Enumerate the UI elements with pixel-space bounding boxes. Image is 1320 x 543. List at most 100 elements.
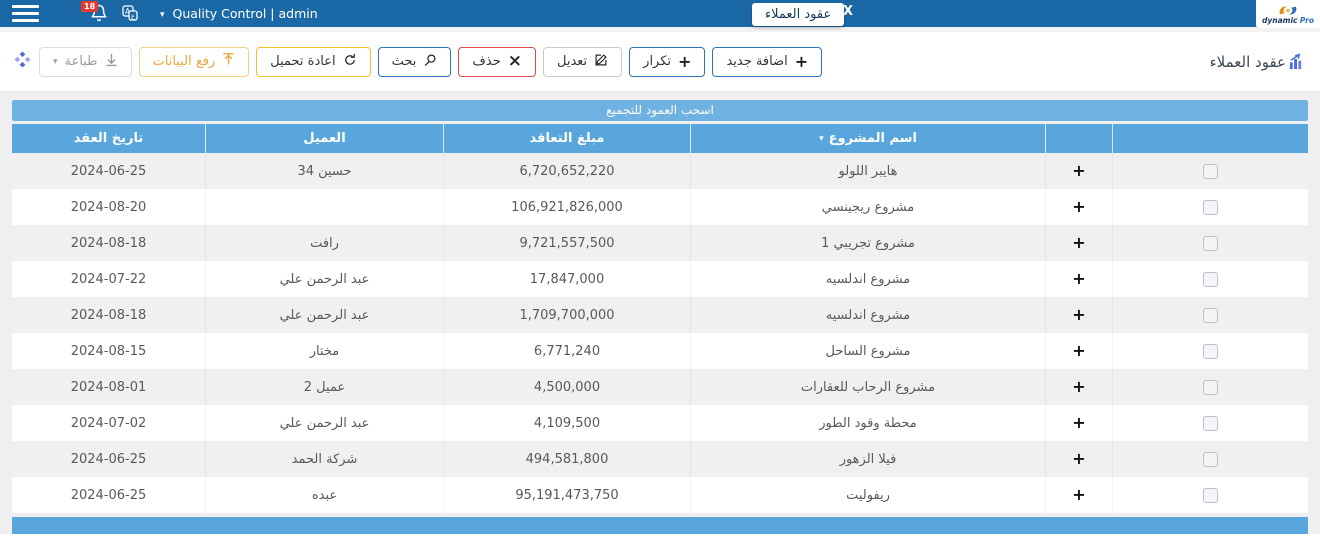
notification-badge: 18 bbox=[81, 1, 99, 12]
row-checkbox[interactable] bbox=[1203, 271, 1218, 287]
sort-caret-icon: ▾ bbox=[819, 133, 824, 144]
row-expand-button[interactable]: + bbox=[1072, 161, 1086, 180]
delete-button[interactable]: × حذف bbox=[458, 46, 536, 77]
print-dropdown-button[interactable]: طباعة ▾ bbox=[39, 46, 132, 77]
header-contract-date[interactable]: تاريخ العقد bbox=[73, 131, 144, 146]
row-expand-button[interactable]: + bbox=[1072, 377, 1086, 396]
add-new-button[interactable]: + اضافة جديد bbox=[712, 46, 823, 77]
cell-project-name: هايبر اللولو bbox=[690, 153, 1045, 189]
language-switch-icon[interactable]: A ع bbox=[122, 5, 138, 25]
cell-contract-amount: 95,191,473,750 bbox=[443, 477, 690, 513]
cell-project-name: مشروع تجريبي 1 bbox=[690, 225, 1045, 261]
row-checkbox-cell bbox=[1112, 261, 1308, 297]
cell-project-name: ريفوليت bbox=[690, 477, 1045, 513]
table-row[interactable]: + مشروع تجريبي 1 9,721,557,500 رافت 2024-08-… bbox=[12, 225, 1308, 261]
toolbar-buttons: + اضافة جديد + تكرار تعديل × حذف bbox=[39, 46, 823, 77]
duplicate-button[interactable]: + تكرار bbox=[629, 46, 706, 77]
cell-project-name: مشروع اندلسيه bbox=[690, 261, 1045, 297]
header-divider-strip bbox=[0, 27, 1320, 32]
group-by-drop-zone[interactable]: اسحب العمود للتجميع bbox=[12, 100, 1308, 121]
row-checkbox-cell bbox=[1112, 297, 1308, 333]
cell-contract-amount: 494,581,800 bbox=[443, 441, 690, 477]
cell-project-name: مشروع اندلسيه bbox=[690, 297, 1045, 333]
table-row[interactable]: + فيلا الزهور 494,581,800 شركة الحمد 2024-06… bbox=[12, 441, 1308, 477]
cell-project-name: محطة وقود الطور bbox=[690, 405, 1045, 441]
row-checkbox[interactable] bbox=[1203, 487, 1218, 503]
row-expand-button[interactable]: + bbox=[1072, 197, 1086, 216]
header-contract-amount[interactable]: مبلغ التعاقد bbox=[443, 124, 690, 153]
cell-contract-date: 2024-07-22 bbox=[70, 271, 147, 287]
row-checkbox[interactable] bbox=[1203, 451, 1218, 467]
cell-contract-date: 2024-08-20 bbox=[70, 199, 147, 215]
row-expand-cell: + bbox=[1045, 441, 1112, 477]
row-expand-button[interactable]: + bbox=[1072, 233, 1086, 252]
row-expand-button[interactable]: + bbox=[1072, 305, 1086, 324]
cell-contract-amount: 9,721,557,500 bbox=[443, 225, 690, 261]
cell-contract-amount: 4,109,500 bbox=[443, 405, 690, 441]
row-checkbox[interactable] bbox=[1203, 199, 1218, 215]
row-expand-button[interactable]: + bbox=[1072, 269, 1086, 288]
table-row[interactable]: + مشروع الساحل 6,771,240 مختار 2024-08-15 bbox=[12, 333, 1308, 369]
user-account-dropdown[interactable]: ▾ Quality Control | admin bbox=[160, 6, 318, 21]
table-row[interactable]: + ريفوليت 95,191,473,750 عبده 2024-06-25 bbox=[12, 477, 1308, 513]
table-row[interactable]: + مشروع ريجينسي 106,921,826,000 2024-08-20 bbox=[12, 189, 1308, 225]
bell-icon[interactable] bbox=[90, 4, 108, 26]
plus-icon: + bbox=[678, 51, 692, 71]
row-expand-button[interactable]: + bbox=[1072, 485, 1086, 504]
row-expand-cell: + bbox=[1045, 153, 1112, 189]
row-expand-cell: + bbox=[1045, 297, 1112, 333]
row-checkbox-cell bbox=[1112, 405, 1308, 441]
svg-text:A: A bbox=[125, 7, 131, 16]
row-checkbox[interactable] bbox=[1203, 163, 1218, 179]
cell-contract-date: 2024-08-18 bbox=[70, 307, 147, 323]
table-body: + هايبر اللولو 6,720,652,220 حسين 34 2024-06… bbox=[12, 153, 1308, 513]
table-row[interactable]: + هايبر اللولو 6,720,652,220 حسين 34 2024-06… bbox=[12, 153, 1308, 189]
dynamic-pro-logo-icon bbox=[1279, 6, 1297, 14]
upload-data-button[interactable]: رفع البيانات bbox=[138, 46, 250, 77]
top-navigation-bar: 18 A ع ▾ Quality Control | admin عقود ال… bbox=[0, 0, 1320, 28]
app-logo: dynamic Pro bbox=[1256, 0, 1320, 28]
header-checkbox-column bbox=[1112, 124, 1308, 153]
row-checkbox[interactable] bbox=[1203, 307, 1218, 323]
svg-text:ع: ع bbox=[131, 12, 135, 20]
table-row[interactable]: + محطة وقود الطور 4,109,500 عبد الرحمن علي 2… bbox=[12, 405, 1308, 441]
row-expand-button[interactable]: + bbox=[1072, 413, 1086, 432]
header-client[interactable]: العميل bbox=[205, 124, 443, 153]
row-checkbox[interactable] bbox=[1203, 379, 1218, 395]
cell-contract-date: 2024-06-25 bbox=[70, 451, 147, 467]
tab-close-icon[interactable]: X bbox=[843, 4, 854, 19]
reload-button[interactable]: اعادة تحميل bbox=[256, 46, 371, 77]
cell-contract-date: 2024-08-01 bbox=[70, 379, 147, 395]
table-footer-bar bbox=[12, 517, 1308, 534]
cell-client: عبد الرحمن علي bbox=[205, 297, 443, 333]
row-expand-button[interactable]: + bbox=[1072, 449, 1086, 468]
row-checkbox[interactable] bbox=[1203, 235, 1218, 251]
tab-contracts[interactable]: عقود العملاء bbox=[752, 3, 845, 26]
table-header-row: اسم المشروع ▾ مبلغ التعاقد العميل تاريخ … bbox=[12, 124, 1308, 153]
chevron-down-icon: ▾ bbox=[53, 56, 58, 67]
header-project-name[interactable]: اسم المشروع ▾ bbox=[690, 124, 1045, 153]
row-checkbox[interactable] bbox=[1203, 415, 1218, 431]
move-handle-icon[interactable] bbox=[14, 51, 31, 72]
row-expand-button[interactable]: + bbox=[1072, 341, 1086, 360]
plus-icon: + bbox=[794, 51, 809, 71]
hamburger-menu-icon[interactable] bbox=[12, 5, 39, 26]
table-row[interactable]: + مشروع الرحاب للعقارات 4,500,000 عميل 2 202… bbox=[12, 369, 1308, 405]
row-expand-cell: + bbox=[1045, 189, 1112, 225]
content-area: اسحب العمود للتجميع اسم المشروع ▾ مبلغ ا… bbox=[0, 92, 1320, 534]
refresh-icon bbox=[343, 53, 357, 71]
row-checkbox-cell bbox=[1112, 225, 1308, 261]
cell-client: عميل 2 bbox=[205, 369, 443, 405]
search-button[interactable]: بحث bbox=[377, 46, 452, 77]
row-expand-cell: + bbox=[1045, 261, 1112, 297]
cell-contract-amount: 6,771,240 bbox=[443, 333, 690, 369]
tab-label: عقود العملاء bbox=[765, 7, 832, 22]
chart-growth-icon bbox=[1289, 53, 1302, 70]
table-row[interactable]: + مشروع اندلسيه 17,847,000 عبد الرحمن علي 20… bbox=[12, 261, 1308, 297]
cell-project-name: مشروع الساحل bbox=[690, 333, 1045, 369]
cell-contract-amount: 106,921,826,000 bbox=[443, 189, 690, 225]
row-checkbox[interactable] bbox=[1203, 343, 1218, 359]
row-expand-cell: + bbox=[1045, 369, 1112, 405]
table-row[interactable]: + مشروع اندلسيه 1,709,700,000 عبد الرحمن عل… bbox=[12, 297, 1308, 333]
edit-button[interactable]: تعديل bbox=[542, 46, 623, 77]
